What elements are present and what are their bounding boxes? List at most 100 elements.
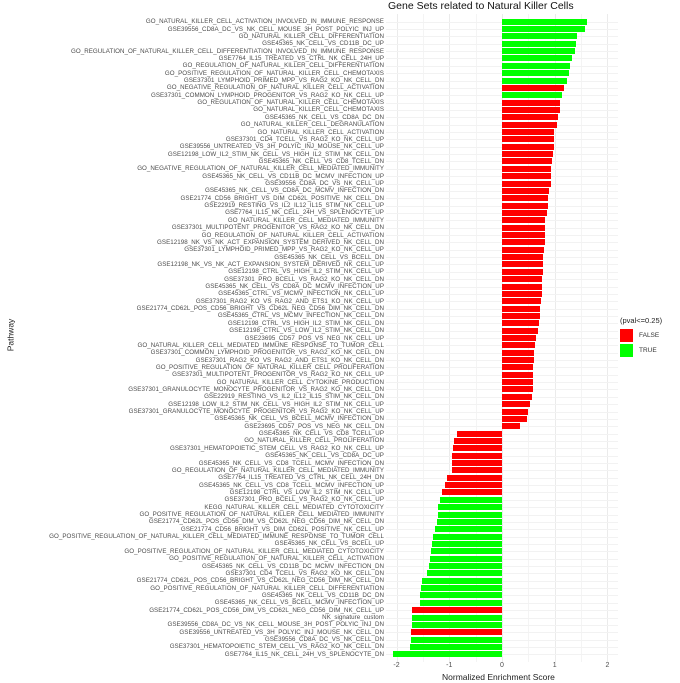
- grid-line-horizontal: [386, 463, 618, 465]
- pathway-label: GSE12198_CTRL_VS_HIGH_IL2_STIM_NK_CELL_U…: [228, 268, 384, 276]
- pathway-label: GSE37301_RAG2_KO_VS_RAG2_AND_ETS1_KO_NK_…: [195, 297, 384, 305]
- grid-line-horizontal: [386, 543, 618, 545]
- bar: [502, 276, 543, 283]
- grid-line-horizontal: [386, 580, 618, 582]
- bar: [502, 268, 543, 275]
- pathway-label: GSE7764_IL15_TREATED_VS_CTRL_NK_CELL_24H…: [218, 474, 384, 482]
- bar: [502, 335, 536, 341]
- pathway-label: GSE21774_CD62L_POS_CD56_DIM_VS_CD62L_NEG…: [149, 606, 384, 614]
- legend-title: (pval<=0.25): [620, 316, 663, 325]
- bar: [502, 290, 542, 297]
- pathway-label: GSE37301_HEMATOPOIETIC_STEM_CELL_VS_RAG2…: [170, 444, 384, 452]
- bar: [502, 202, 548, 209]
- grid-line-horizontal: [386, 624, 618, 626]
- pathway-label: GSE39556_CD8A_DC_VS_NK_CELL_MOUSE_3H_POS…: [167, 25, 384, 33]
- pathway-label: GSE45365_NK_CELL_VS_BCELL_MCMV_INFECTION…: [214, 599, 384, 607]
- bar: [502, 70, 570, 77]
- x-tick-label: 0: [500, 662, 504, 669]
- grid-line-horizontal: [386, 610, 618, 612]
- y-axis-labels: GO_NATURAL_KILLER_CELL_ACTIVATION_INVOLV…: [0, 14, 384, 662]
- grid-line-horizontal: [386, 573, 618, 575]
- bar: [502, 165, 552, 172]
- bar: [453, 445, 502, 452]
- grid-line-horizontal: [386, 514, 618, 516]
- bar: [431, 548, 502, 555]
- bar: [451, 460, 502, 467]
- bar: [502, 48, 576, 55]
- pathway-label: GSE37301_CD4_TCELL_VS_RAG2_KO_NK_CELL_UP: [225, 135, 384, 143]
- pathway-label: GSE22919_RESTING_VS_IL2_IL12_IL15_STIM_N…: [204, 202, 384, 210]
- bar: [502, 195, 549, 202]
- bar: [502, 26, 586, 33]
- pathway-label: GSE45365_NK_CELL_VS_CD8_TCELL_MCMV_INFEC…: [199, 481, 384, 489]
- pathway-label: GSE21774_CD62L_POS_CD56_DIM_VS_CD62L_NEG…: [148, 518, 384, 526]
- pathway-label: GSE39556_CD8A_DC_VS_NK_CELL_UP: [265, 180, 384, 188]
- legend-item-true: TRUE: [620, 344, 662, 357]
- pathway-label: GO_POSITIVE_REGULATION_OF_NATURAL_KILLER…: [124, 547, 384, 555]
- x-tick-label: -1: [446, 662, 453, 669]
- bar: [451, 452, 502, 459]
- legend-item-false: FALSE: [620, 329, 662, 342]
- pathway-label: GSE45365_NK_CELL_VS_CD8A_DC_DN: [264, 113, 384, 121]
- bar: [502, 283, 542, 290]
- pathway-label: GO_NEGATIVE_REGULATION_OF_NATURAL_KILLER…: [166, 84, 384, 92]
- grid-line-horizontal: [386, 521, 618, 523]
- bar: [412, 607, 502, 614]
- grid-line-horizontal: [386, 588, 618, 590]
- pathway-label: GO_POSITIVE_REGULATION_OF_NATURAL_KILLER…: [155, 363, 384, 371]
- bar: [442, 489, 502, 496]
- grid-line-horizontal: [386, 492, 618, 494]
- bar: [422, 577, 502, 584]
- pathway-label: GSE22919_RESTING_VS_IL2_IL12_IL15_STIM_N…: [204, 393, 384, 401]
- pathway-label: GO_REGULATION_OF_NATURAL_KILLER_CELL_CHE…: [197, 99, 384, 107]
- pathway-label: GSE37301_COMMON_LYMPHOID_PROGENITOR_VS_R…: [150, 91, 384, 99]
- pathway-label: KEGG_NATURAL_KILLER_CELL_MEDIATED_CYTOTO…: [204, 503, 384, 511]
- pathway-label: GSE37301_PRO_BCELL_VS_RAG2_KO_NK_CELL_UP: [224, 496, 384, 504]
- bar: [432, 540, 502, 547]
- bar: [502, 18, 588, 25]
- pathway-label: GSE12198_NK_VS_NK_ACT_EXPANSION_SYSTEM_D…: [157, 260, 384, 268]
- legend-label-false: FALSE: [639, 332, 660, 339]
- bar: [502, 217, 546, 224]
- pathway-label: GO_NATURAL_KILLER_CELL_MEDIATED_IMMUNE_R…: [137, 341, 384, 349]
- bar: [420, 599, 502, 606]
- bar: [502, 423, 520, 430]
- pathway-label: GO_POSITIVE_REGULATION_OF_NATURAL_KILLER…: [150, 584, 384, 592]
- grid-line-horizontal: [386, 448, 618, 450]
- bar: [438, 511, 502, 518]
- grid-line-horizontal: [386, 595, 618, 597]
- bar: [502, 224, 545, 231]
- bar: [454, 437, 502, 444]
- pathway-label: GO_NATURAL_KILLER_CELL_DEGRANULATION: [240, 121, 384, 129]
- grid-line-horizontal: [386, 499, 618, 501]
- bar: [502, 62, 571, 69]
- bar: [421, 585, 502, 592]
- bar: [502, 305, 540, 312]
- pathway-label: GO_POSITIVE_REGULATION_OF_NATURAL_KILLER…: [49, 533, 384, 541]
- pathway-label: GSE37301_RAG2_KO_VS_RAG2_AND_ETS1_KO_NK_…: [195, 356, 384, 364]
- bar: [502, 92, 563, 99]
- pathway-label: GSE12198_CTRL_VS_LOW_IL2_STIM_NK_CELL_UP: [229, 488, 384, 496]
- bar: [412, 614, 502, 621]
- pathway-label: GSE12198_CTRL_VS_HIGH_IL2_STIM_NK_CELL_D…: [227, 319, 384, 327]
- bar: [447, 474, 502, 481]
- grid-line-horizontal: [386, 639, 618, 641]
- bar: [502, 379, 533, 386]
- pathway-label: GO_REGULATION_OF_NATURAL_KILLER_CELL_MED…: [171, 466, 384, 474]
- pathway-label: GSE37301_COMMON_LYMPHOID_PROGENITOR_VS_R…: [150, 349, 384, 357]
- bar: [502, 415, 528, 422]
- legend-swatch-false: [620, 329, 633, 342]
- grid-line-horizontal: [386, 566, 618, 568]
- pathway-label: GO_NATURAL_KILLER_CELL_PROLIFERATION: [244, 437, 384, 445]
- bar: [502, 254, 544, 261]
- bar: [502, 386, 533, 393]
- y-axis-label: Pathway: [5, 318, 16, 352]
- bar: [502, 209, 547, 216]
- pathway-label: GO_POSITIVE_REGULATION_OF_NATURAL_KILLER…: [169, 555, 384, 563]
- bar: [433, 533, 502, 540]
- pathway-label: GSE21774_CD56_BRIGHT_VS_DIM_CD62L_POSITI…: [180, 194, 384, 202]
- bar: [502, 151, 554, 158]
- bar: [410, 629, 502, 636]
- x-axis-ticks: -2 -1 0 1 2: [386, 662, 618, 674]
- bar: [502, 246, 545, 253]
